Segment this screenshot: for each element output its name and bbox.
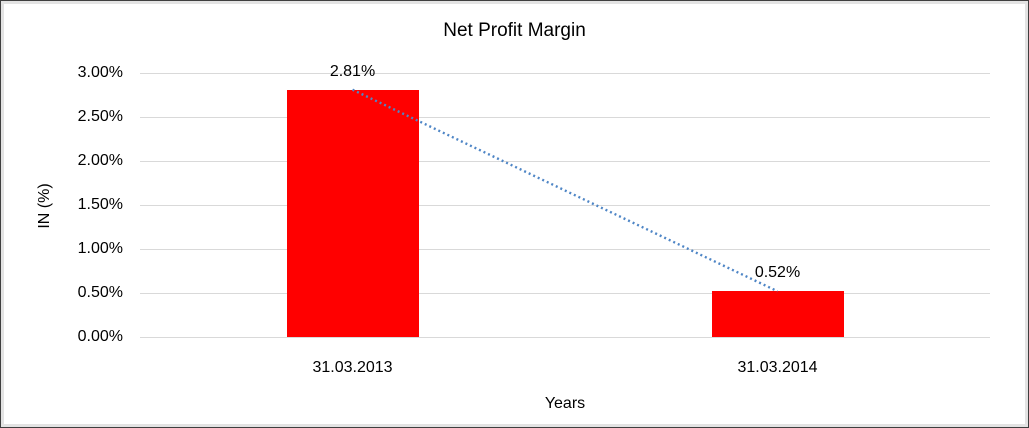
gridline	[140, 204, 990, 206]
y-tick-label: 2.00%	[77, 152, 123, 169]
y-tick-label: 1.50%	[77, 196, 123, 213]
gridline	[140, 248, 990, 250]
gridline	[140, 336, 990, 338]
gridline	[140, 116, 990, 118]
x-axis-title: Years	[544, 395, 586, 412]
y-tick-label: 1.00%	[77, 240, 123, 257]
gridline	[140, 292, 990, 294]
y-tick-label: 3.00%	[77, 64, 123, 81]
trendline	[351, 88, 779, 293]
gridline	[140, 72, 990, 74]
x-tick-label: 31.03.2013	[312, 359, 393, 376]
trendline-segment	[351, 88, 779, 293]
plot-area: 2.81% 0.52%	[140, 63, 990, 338]
data-label: 2.81%	[329, 62, 376, 80]
bar	[711, 291, 844, 337]
y-tick-label: 0.50%	[77, 284, 123, 301]
y-tick-label: 2.50%	[77, 108, 123, 125]
y-tick-label: 0.00%	[77, 328, 123, 345]
gridline	[140, 160, 990, 162]
data-label: 0.52%	[754, 264, 801, 282]
chart-title: Net Profit Margin	[443, 20, 586, 41]
x-tick-label: 31.03.2014	[737, 359, 818, 376]
bar	[286, 89, 419, 337]
